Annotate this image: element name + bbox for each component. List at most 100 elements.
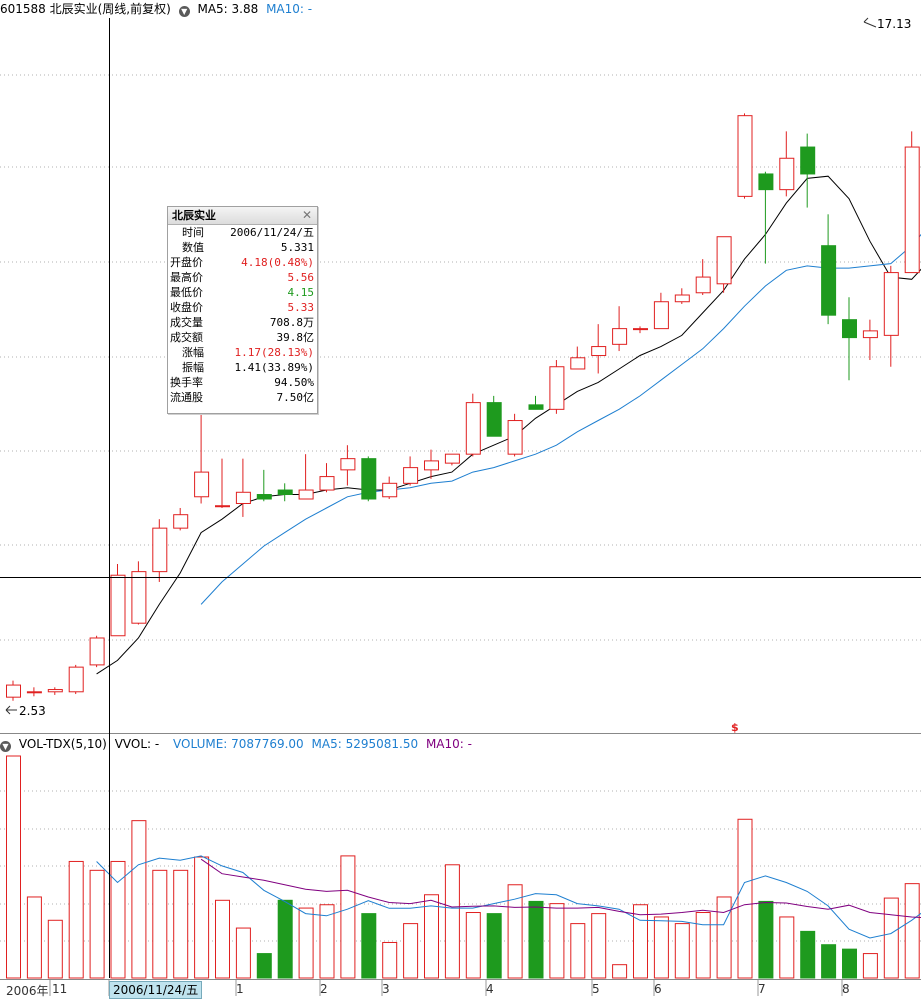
candle-body (862, 330, 878, 339)
volume-bar (737, 818, 753, 979)
tooltip-row-label: 最低价 (170, 286, 203, 299)
ma5-value: MA5: 3.88 (197, 2, 259, 16)
volume-bar (194, 856, 210, 979)
candle-body (340, 458, 356, 471)
candle-body (68, 666, 84, 693)
tooltip-row: 收盘价 5.33 (168, 300, 317, 315)
volume-panel-header: ▼ VOL-TDX(5,10) VVOL: - VOLUME: 7087769.… (0, 735, 476, 753)
volume-bar (842, 948, 857, 979)
volume-bar (674, 923, 690, 979)
candle-body (298, 489, 314, 500)
volume-bar (361, 913, 377, 979)
tooltip-row: 振幅 1.41(33.89%) (168, 360, 317, 375)
close-icon[interactable]: ✕ (301, 208, 313, 222)
candle-body (6, 684, 21, 698)
candle-body (256, 494, 272, 500)
candle-body (465, 402, 481, 455)
candle-body (277, 489, 293, 496)
candle-body (716, 236, 732, 285)
volume-bar (26, 896, 42, 979)
volume-bar (821, 944, 837, 979)
tooltip-row-value: 4.15 (287, 286, 315, 299)
chart-title: 601588 北辰实业(周线,前复权) (0, 2, 171, 16)
candle-body (507, 420, 523, 455)
candle-body (633, 328, 648, 331)
candle-body (904, 146, 920, 274)
ma10-line (200, 233, 921, 605)
volume-bar (862, 953, 878, 979)
candle-body (403, 467, 419, 484)
tooltip-row: 流通股 7.50亿 (168, 390, 317, 405)
x-axis-label: 11 (52, 982, 68, 996)
candle-body (319, 476, 335, 491)
candle-body (215, 505, 230, 508)
tooltip-row-value: 5.331 (280, 241, 314, 254)
tooltip-row-label: 振幅 (182, 361, 204, 374)
x-axis-label: 7 (758, 982, 766, 996)
volume-ma5-value: MA5: 5295081.50 (311, 737, 419, 751)
volume-bar (68, 860, 84, 979)
candle-body (800, 146, 816, 175)
candle-body (444, 453, 460, 464)
event-marker-icon[interactable]: $ (731, 721, 739, 734)
volume-bar (89, 869, 105, 979)
volume-bar (444, 864, 460, 979)
candle-body (842, 319, 857, 339)
volume-bar (110, 860, 126, 979)
high-annotation: 17.13 (877, 17, 912, 31)
settings-dropdown-icon[interactable]: ▼ (178, 6, 190, 17)
tooltip-row-value: 1.41(33.89%) (234, 361, 314, 374)
volume-bar (591, 913, 607, 979)
volume-bar (528, 900, 544, 979)
tooltip-row-value: 5.56 (287, 271, 315, 284)
volume-bar (298, 907, 314, 979)
x-axis-label: 8 (842, 982, 850, 996)
volume-bar (215, 899, 230, 979)
candle-body (674, 294, 690, 303)
candle-body (152, 527, 168, 573)
tooltip-row-label: 开盘价 (170, 256, 203, 269)
x-axis-label: 2006年 (6, 984, 49, 998)
tooltip-row-label: 流通股 (170, 391, 203, 404)
tooltip-row: 换手率 94.50% (168, 375, 317, 390)
volume-bar (152, 869, 168, 979)
volume-bar (758, 900, 774, 979)
candle-body (26, 691, 42, 694)
candle-body (235, 491, 251, 504)
volume-bar (277, 899, 293, 979)
tooltip-row-value: 4.18(0.48%) (241, 256, 314, 269)
tooltip-row: 数值 5.331 (168, 240, 317, 255)
candle-body (570, 357, 586, 370)
candle-body (486, 402, 502, 437)
candle-body (110, 574, 126, 637)
volume-bar (256, 953, 272, 979)
candle-body (89, 637, 105, 666)
candle-body (591, 346, 607, 357)
tooltip-row: 成交量 708.8万 (168, 315, 317, 330)
x-axis-label: 3 (382, 982, 390, 996)
candle-body (424, 460, 439, 471)
tooltip-rows: 时间 2006/11/24/五 数值 5.331 开盘价 4.18(0.48%) 最高价 5.… (168, 225, 317, 405)
vvol-value: VVOL: - (114, 737, 160, 751)
volume-bar (319, 904, 335, 979)
tooltip-row-value: 2006/11/24/五 (230, 226, 314, 239)
price-panel-header: 601588 北辰实业(周线,前复权) ▼ MA5: 3.88 MA10: - (0, 0, 316, 18)
tooltip-row-label: 成交额 (170, 331, 203, 344)
indicator-dropdown-icon[interactable]: ▼ (0, 741, 11, 752)
volume-bar (403, 923, 419, 979)
tooltip-row: 最低价 4.15 (168, 285, 317, 300)
tooltip-row: 涨幅 1.17(28.13%) (168, 345, 317, 360)
tooltip-row-value: 7.50亿 (276, 391, 315, 404)
volume-bar (695, 912, 711, 979)
candle-body (883, 272, 899, 336)
volume-bar (800, 930, 816, 979)
volume-bar (633, 904, 648, 979)
volume-bar (883, 897, 899, 979)
candle-body (131, 571, 147, 624)
volume-bar (779, 916, 795, 979)
tooltip-row-label: 换手率 (170, 376, 203, 389)
candle-body (695, 276, 711, 294)
low-annotation: 2.53 (19, 704, 46, 718)
tooltip-row: 成交额 39.8亿 (168, 330, 317, 345)
